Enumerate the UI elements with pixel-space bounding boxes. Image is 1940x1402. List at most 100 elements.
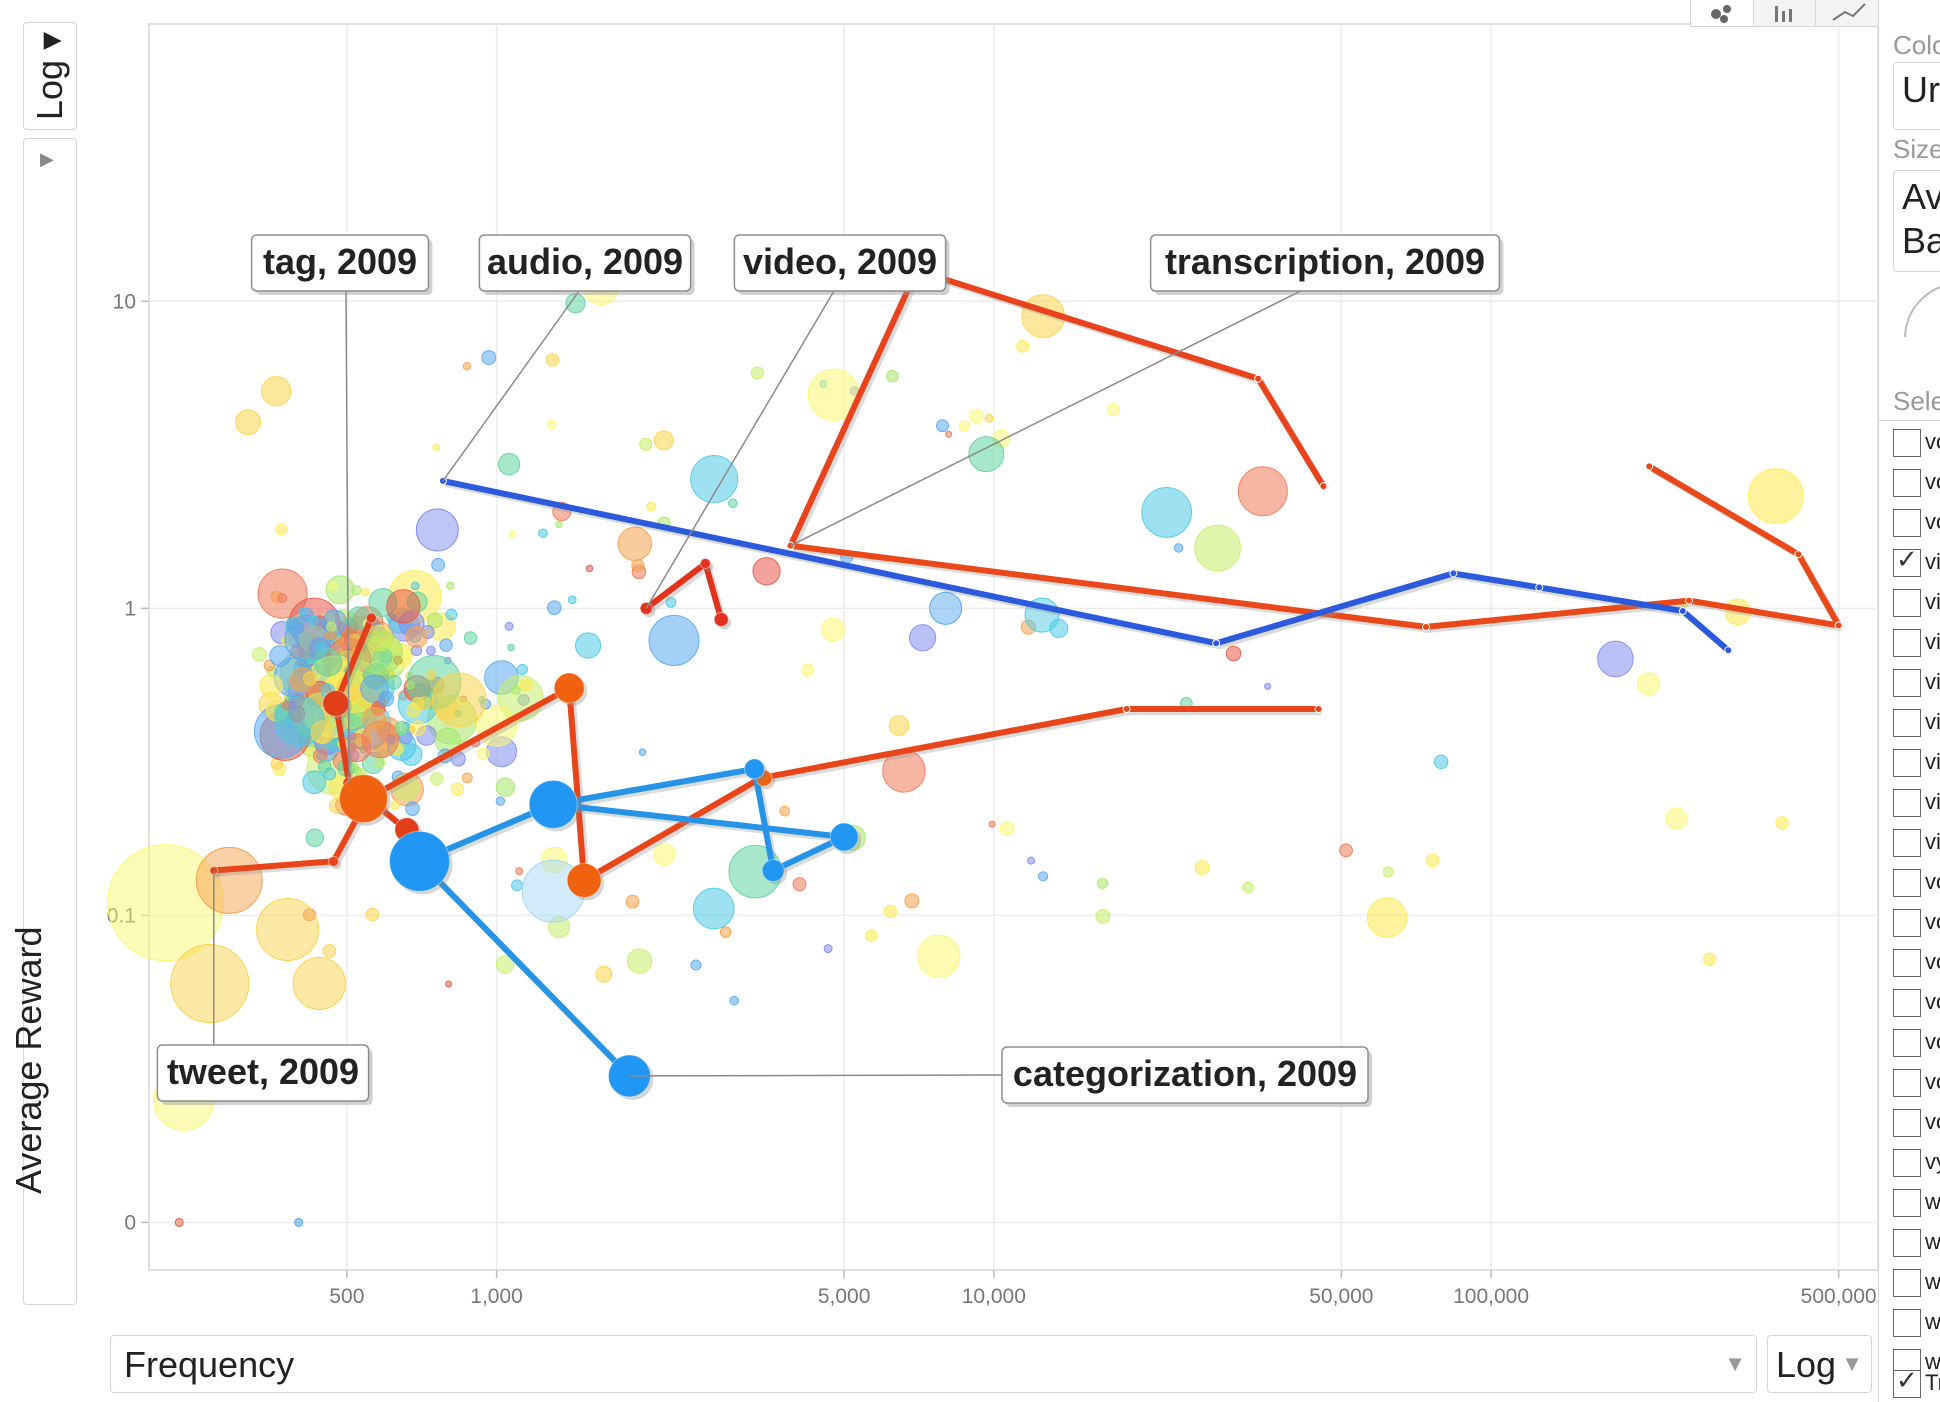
bubble xyxy=(450,782,465,796)
select-item-label: w xyxy=(1925,1189,1940,1214)
bubble xyxy=(779,805,791,817)
annotation-text: tag, 2009 xyxy=(263,241,417,282)
bubble xyxy=(692,887,735,930)
color-select[interactable]: Ur xyxy=(1893,62,1940,130)
bubble xyxy=(690,455,739,504)
bubble xyxy=(326,621,337,632)
bubble xyxy=(277,593,288,604)
x-axis-selector[interactable]: Frequency ▼ xyxy=(110,1335,1757,1393)
annotation-box xyxy=(1001,1046,1369,1104)
bubble xyxy=(174,1217,184,1227)
select-item[interactable]: w xyxy=(1893,1189,1940,1223)
bubble xyxy=(445,608,458,621)
trail-marker xyxy=(713,611,729,627)
bubble xyxy=(1194,524,1241,572)
bubble-chart-icon xyxy=(1711,5,1731,23)
select-item[interactable]: w xyxy=(1893,1269,1940,1303)
y-axis-selector[interactable]: ▶ Average Reward xyxy=(8,138,77,1305)
select-item[interactable]: w xyxy=(1893,1229,1940,1263)
select-item[interactable]: vo xyxy=(1893,429,1940,463)
select-item[interactable]: vi xyxy=(1893,829,1940,863)
select-item[interactable]: vi xyxy=(1893,749,1940,783)
bubble xyxy=(516,663,528,675)
select-item[interactable]: vi xyxy=(1893,709,1940,743)
checkbox-icon: ✓ xyxy=(1893,1365,1921,1398)
select-item-label: vo xyxy=(1925,1069,1940,1094)
select-item[interactable]: vo xyxy=(1893,909,1940,943)
select-item-label: w xyxy=(1925,1229,1940,1254)
select-item[interactable]: vi xyxy=(1893,789,1940,823)
bubble xyxy=(1242,881,1254,894)
bubble xyxy=(547,600,562,615)
select-item[interactable]: ✓ vi xyxy=(1893,544,1940,583)
bubble xyxy=(1225,645,1242,662)
size-select[interactable]: AvBa xyxy=(1893,170,1940,272)
y-tick-label: 0 xyxy=(124,1211,136,1234)
select-item[interactable]: vi xyxy=(1893,589,1940,623)
tab-bar[interactable] xyxy=(1753,0,1816,26)
bubble xyxy=(1665,807,1688,830)
bubble xyxy=(984,413,994,423)
bubble xyxy=(315,641,327,653)
select-item[interactable]: vo xyxy=(1893,469,1940,503)
bubble xyxy=(719,926,732,938)
bubble xyxy=(314,648,343,677)
checkbox-icon xyxy=(1893,589,1921,617)
select-item[interactable]: vo xyxy=(1893,869,1940,903)
checkbox-icon xyxy=(1893,429,1921,457)
select-item[interactable]: vo xyxy=(1893,949,1940,983)
checkbox-icon xyxy=(1893,709,1921,737)
select-label: Sele xyxy=(1893,386,1940,416)
x-tick-label: 50,000 xyxy=(1309,1285,1373,1308)
bubble xyxy=(495,777,516,797)
bubble xyxy=(387,674,402,690)
select-item[interactable]: vi xyxy=(1893,629,1940,663)
bubble xyxy=(1237,466,1288,517)
bubble xyxy=(909,624,937,652)
bubble xyxy=(365,907,380,922)
trail-marker xyxy=(528,779,578,829)
annotation-leaders xyxy=(213,290,1301,1077)
bubble xyxy=(653,430,674,451)
annotation-box xyxy=(1149,234,1501,292)
y-scale-toggle[interactable]: Log ▾ xyxy=(23,22,77,130)
chart-type-tabs xyxy=(1690,0,1882,27)
bubble xyxy=(904,893,920,909)
bubble xyxy=(415,508,459,552)
bubble xyxy=(617,526,653,562)
select-item[interactable]: w xyxy=(1893,1309,1940,1343)
select-item[interactable]: vo xyxy=(1893,509,1940,543)
bubble xyxy=(646,501,656,512)
trail-marker xyxy=(553,672,585,704)
tab-bubble[interactable] xyxy=(1691,0,1754,26)
bubble xyxy=(361,588,370,597)
bubble xyxy=(430,772,444,786)
select-item[interactable]: vo xyxy=(1893,1069,1940,1103)
select-item[interactable]: vi xyxy=(1893,669,1940,703)
trail-point xyxy=(1684,596,1693,605)
x-axis-label: Frequency xyxy=(124,1344,295,1385)
checkbox-icon xyxy=(1893,629,1921,657)
tab-line[interactable] xyxy=(1815,0,1881,26)
annotation-text: audio, 2009 xyxy=(487,241,683,282)
checkbox-icon xyxy=(1893,1069,1921,1097)
trail-point xyxy=(1678,607,1687,616)
select-item[interactable]: vy xyxy=(1893,1149,1940,1183)
bubble xyxy=(1097,877,1109,889)
bubble xyxy=(351,763,360,772)
select-item-label: w xyxy=(1925,1269,1940,1294)
select-item[interactable]: vo xyxy=(1893,989,1940,1023)
checkmark-icon: ✓ xyxy=(1896,544,1918,574)
checkbox-icon xyxy=(1893,1309,1921,1337)
trail-markers xyxy=(209,557,862,1100)
select-item[interactable]: vo xyxy=(1893,1109,1940,1143)
x-scale-toggle[interactable]: Log ▼ xyxy=(1767,1335,1872,1393)
select-item-label: vi xyxy=(1925,829,1940,854)
select-item-label: vo xyxy=(1925,909,1940,934)
trails-checkbox[interactable]: ✓ Tr xyxy=(1893,1365,1940,1402)
select-item[interactable]: vo xyxy=(1893,1029,1940,1063)
color-label: Colo xyxy=(1893,30,1940,60)
bubble xyxy=(405,801,420,816)
chevron-down-icon: ▼ xyxy=(1724,1351,1746,1376)
